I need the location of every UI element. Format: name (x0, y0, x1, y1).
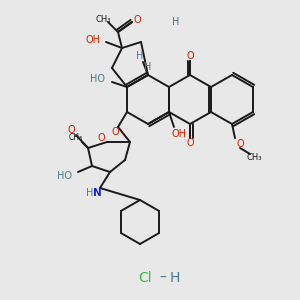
Text: O: O (186, 138, 194, 148)
Text: H: H (170, 271, 180, 285)
Text: H: H (86, 188, 94, 198)
Text: O: O (186, 51, 194, 61)
Text: O: O (97, 133, 105, 143)
Text: OH: OH (85, 35, 100, 45)
Text: H: H (136, 51, 144, 61)
Text: O: O (67, 125, 75, 135)
Text: O: O (133, 15, 141, 25)
Text: OH: OH (172, 129, 187, 139)
Text: N: N (93, 188, 101, 198)
Text: HO: HO (57, 171, 72, 181)
Text: HO: HO (90, 74, 105, 84)
Text: H: H (144, 62, 152, 72)
Text: –: – (160, 271, 167, 285)
Text: CH₃: CH₃ (246, 152, 262, 161)
Text: CH₃: CH₃ (95, 14, 111, 23)
Text: CH₃: CH₃ (69, 134, 83, 142)
Text: H: H (172, 17, 180, 27)
Text: O: O (236, 139, 244, 149)
Text: Cl: Cl (138, 271, 152, 285)
Text: O: O (111, 127, 119, 137)
